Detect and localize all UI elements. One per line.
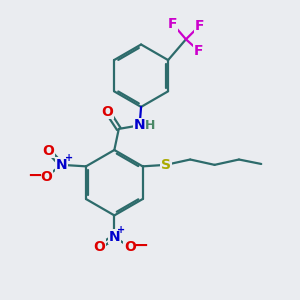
Text: N: N (109, 230, 120, 244)
Text: −: − (133, 237, 148, 255)
Text: N: N (134, 118, 146, 132)
Text: O: O (40, 170, 52, 184)
Text: +: + (117, 225, 125, 235)
Text: O: O (102, 105, 113, 119)
Text: O: O (93, 240, 105, 254)
Text: −: − (27, 167, 43, 185)
Text: +: + (65, 153, 73, 163)
Text: S: S (161, 158, 171, 172)
Text: N: N (56, 158, 68, 172)
Text: F: F (194, 44, 203, 58)
Text: O: O (124, 240, 136, 254)
Text: O: O (42, 144, 54, 158)
Text: H: H (145, 119, 155, 132)
Text: F: F (168, 17, 177, 31)
Text: F: F (195, 19, 204, 33)
